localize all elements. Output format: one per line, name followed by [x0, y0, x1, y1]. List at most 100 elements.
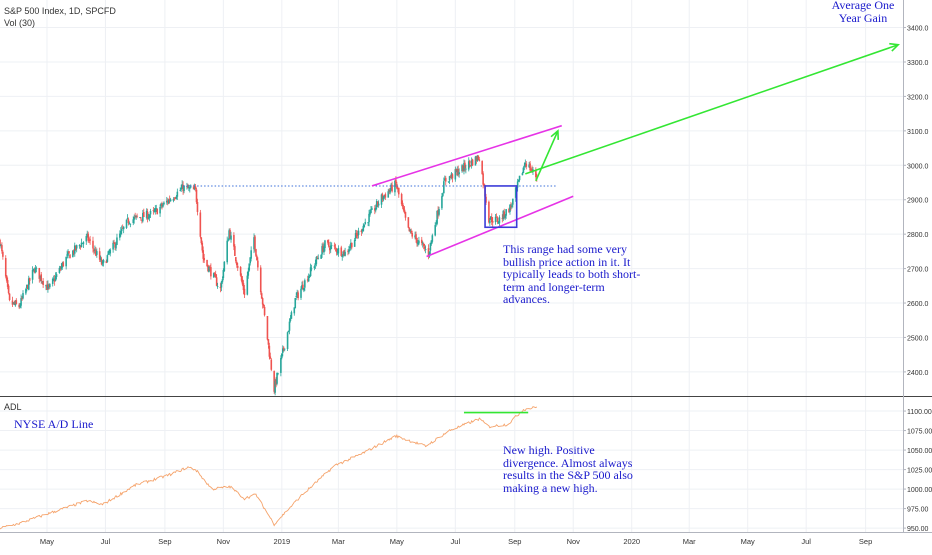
candle-body: [263, 306, 266, 316]
candle-body: [15, 300, 18, 304]
candle-body: [119, 233, 121, 238]
candle-body: [475, 157, 478, 162]
candle-body: [246, 275, 249, 295]
price-tick-label: 3000.0: [907, 163, 929, 170]
candle-body: [126, 218, 129, 219]
candle-body: [488, 201, 490, 223]
candle-body: [242, 283, 245, 291]
candle-body: [455, 168, 458, 172]
candle-body: [187, 185, 189, 189]
candle-body: [216, 285, 219, 287]
candle-body: [28, 278, 31, 281]
candle-body: [327, 241, 330, 247]
candle-body: [310, 268, 313, 270]
candle-body: [462, 165, 464, 172]
candle-body: [277, 373, 279, 375]
candle-body: [227, 240, 229, 242]
candle-body: [430, 240, 433, 245]
candle-body: [280, 358, 282, 373]
candle-body: [407, 217, 410, 228]
candle-body: [35, 267, 38, 269]
one-year-gain-arrow: [525, 44, 899, 175]
candle-body: [362, 225, 365, 232]
adl-tick-label: 1000.00: [907, 487, 932, 494]
candle-body: [364, 222, 367, 224]
candle-body: [288, 321, 291, 331]
candle-body: [59, 268, 62, 270]
candle-body: [294, 298, 297, 309]
candle-body: [33, 269, 36, 273]
candle-body: [134, 215, 136, 217]
candle-body: [259, 267, 262, 293]
candle-body: [67, 252, 69, 256]
candle-body: [528, 164, 530, 168]
candle-body: [314, 263, 317, 265]
candle-body: [421, 243, 424, 245]
candle-body: [377, 203, 380, 206]
candle-body: [308, 274, 311, 276]
candle-body: [142, 211, 145, 218]
candle-body: [120, 229, 123, 232]
candle-body: [295, 296, 298, 297]
time-tick-label: Mar: [683, 537, 696, 546]
candle-body: [380, 194, 383, 205]
candle-body: [210, 267, 212, 277]
adl-tick-label: 1050.00: [907, 448, 932, 455]
time-tick-label: Jul: [801, 537, 811, 546]
candle-body: [85, 236, 88, 242]
candle-body: [384, 194, 387, 198]
candle-body: [465, 168, 467, 170]
candle-body: [390, 184, 392, 190]
candle-body: [335, 248, 338, 253]
candle-body: [129, 223, 132, 225]
price-tick-label: 2900.0: [907, 198, 929, 205]
candle-body: [443, 178, 446, 181]
candle-body: [166, 200, 169, 203]
candle-body: [360, 230, 363, 233]
candle-body: [502, 210, 505, 220]
candle-body: [173, 198, 176, 200]
candle-body: [409, 229, 412, 232]
candle-body: [146, 211, 149, 220]
candle-body: [78, 245, 81, 247]
candle-body: [72, 250, 74, 258]
candle-body: [498, 217, 501, 224]
candle-body: [297, 292, 299, 299]
candle-body: [55, 274, 58, 278]
candle-body: [247, 270, 250, 276]
candle-body: [327, 240, 329, 243]
candle-body: [316, 258, 319, 259]
candle-body: [296, 292, 298, 296]
candle-body: [403, 209, 406, 213]
candle-body: [260, 293, 263, 299]
candle-body: [523, 165, 526, 167]
adl-label: ADL: [4, 402, 22, 412]
candle-body: [236, 265, 239, 268]
candle-body: [302, 284, 304, 290]
candle-body: [464, 162, 466, 169]
candle-body: [261, 298, 264, 305]
candle-body: [45, 285, 47, 287]
candle-body: [26, 284, 28, 289]
candle-body: [356, 234, 359, 236]
candle-body: [381, 194, 384, 200]
candle-body: [476, 156, 479, 161]
time-tick-label: May: [741, 537, 755, 546]
candle-body: [215, 277, 218, 286]
candle-body: [235, 261, 238, 266]
candle-body: [159, 206, 161, 214]
candle-body: [148, 214, 151, 218]
candle-body: [169, 199, 172, 202]
candle-body: [463, 163, 465, 171]
candle-body: [14, 301, 17, 306]
candle-body: [161, 203, 163, 207]
candle-body: [32, 268, 35, 271]
candle-body: [387, 191, 390, 198]
candle-body: [92, 240, 94, 249]
candle-body: [483, 183, 485, 186]
candle-body: [248, 263, 251, 271]
candle-body: [495, 216, 498, 218]
candle-body: [21, 298, 23, 299]
candle-body: [342, 251, 344, 256]
candle-body: [461, 165, 463, 172]
